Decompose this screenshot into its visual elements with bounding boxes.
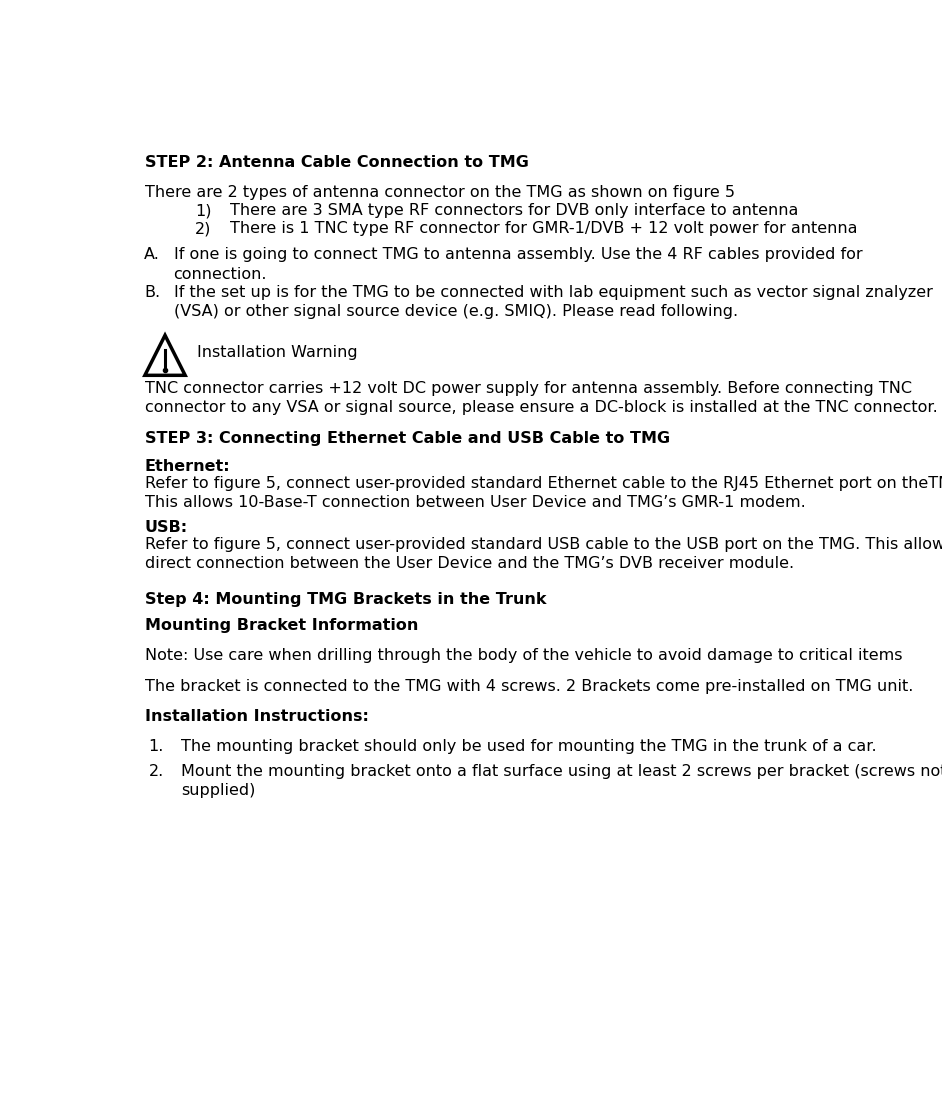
Text: Refer to figure 5, connect user-provided standard Ethernet cable to the RJ45 Eth: Refer to figure 5, connect user-provided…	[145, 475, 942, 510]
Text: The mounting bracket should only be used for mounting the TMG in the trunk of a : The mounting bracket should only be used…	[181, 740, 877, 754]
Text: Note: Use care when drilling through the body of the vehicle to avoid damage to : Note: Use care when drilling through the…	[145, 648, 902, 663]
Text: B.: B.	[144, 285, 160, 300]
Text: There are 2 types of antenna connector on the TMG as shown on figure 5: There are 2 types of antenna connector o…	[145, 185, 735, 200]
Text: STEP 2: Antenna Cable Connection to TMG: STEP 2: Antenna Cable Connection to TMG	[145, 155, 528, 170]
Text: If the set up is for the TMG to be connected with lab equipment such as vector s: If the set up is for the TMG to be conne…	[173, 285, 933, 319]
Text: Refer to figure 5, connect user-provided standard USB cable to the USB port on t: Refer to figure 5, connect user-provided…	[145, 537, 942, 571]
Text: Mounting Bracket Information: Mounting Bracket Information	[145, 617, 418, 633]
Text: 1): 1)	[195, 203, 212, 219]
Text: Step 4: Mounting TMG Brackets in the Trunk: Step 4: Mounting TMG Brackets in the Tru…	[145, 591, 546, 607]
Text: TNC connector carries +12 volt DC power supply for antenna assembly. Before conn: TNC connector carries +12 volt DC power …	[145, 381, 937, 415]
Text: STEP 3: Connecting Ethernet Cable and USB Cable to TMG: STEP 3: Connecting Ethernet Cable and US…	[145, 431, 670, 446]
Text: A.: A.	[144, 248, 160, 262]
Text: There are 3 SMA type RF connectors for DVB only interface to antenna: There are 3 SMA type RF connectors for D…	[230, 203, 799, 219]
Text: 1.: 1.	[149, 740, 164, 754]
Text: 2.: 2.	[149, 763, 164, 779]
Text: If one is going to connect TMG to antenna assembly. Use the 4 RF cables provided: If one is going to connect TMG to antenn…	[173, 248, 862, 281]
Text: USB:: USB:	[145, 520, 188, 536]
Text: Ethernet:: Ethernet:	[145, 459, 231, 474]
Text: Mount the mounting bracket onto a flat surface using at least 2 screws per brack: Mount the mounting bracket onto a flat s…	[181, 763, 942, 798]
Text: Installation Instructions:: Installation Instructions:	[145, 709, 368, 724]
Text: There is 1 TNC type RF connector for GMR-1/DVB + 12 volt power for antenna: There is 1 TNC type RF connector for GMR…	[230, 221, 857, 237]
Text: 2): 2)	[195, 221, 212, 237]
Text: Installation Warning: Installation Warning	[197, 345, 357, 360]
Text: The bracket is connected to the TMG with 4 screws. 2 Brackets come pre-installed: The bracket is connected to the TMG with…	[145, 679, 913, 693]
